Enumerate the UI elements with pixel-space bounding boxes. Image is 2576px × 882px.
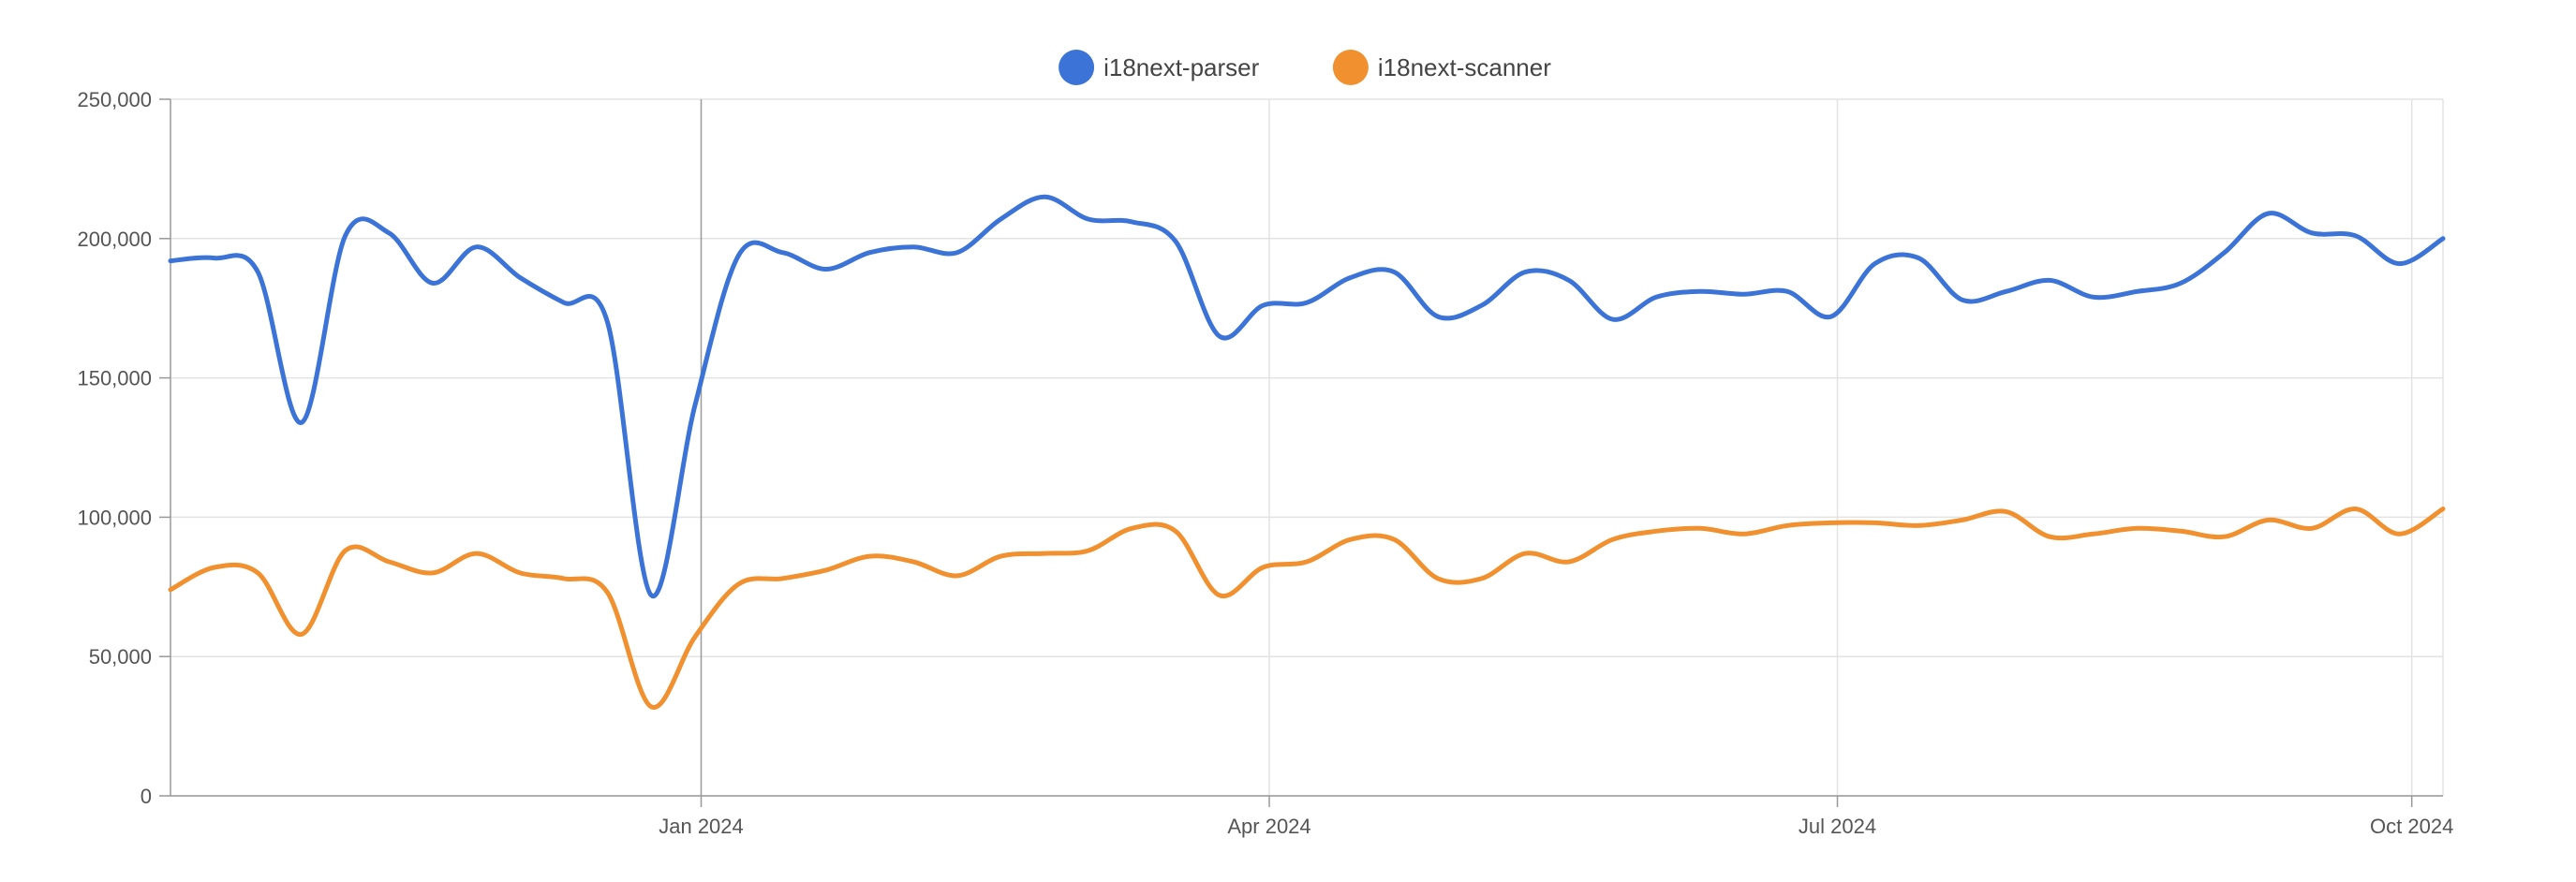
y-tick-label: 100,000 [77, 506, 152, 529]
gridlines [170, 98, 2444, 797]
y-tick-label: 200,000 [77, 228, 152, 251]
legend-label: i18next-scanner [1378, 53, 1551, 81]
legend-item-i18next-scanner[interactable]: i18next-scanner [1332, 50, 1551, 85]
legend-label: i18next-parser [1103, 53, 1260, 81]
y-tick-label: 0 [141, 785, 152, 808]
x-tick-label: Jul 2024 [1799, 815, 1876, 838]
y-tick-label: 250,000 [77, 88, 152, 111]
series-line-i18next-parser[interactable] [168, 194, 2446, 599]
legend: i18next-parser i18next-scanner [1059, 50, 1551, 85]
x-tick-label: Jan 2024 [659, 815, 744, 838]
legend-item-i18next-parser[interactable]: i18next-parser [1059, 50, 1260, 85]
legend-swatch [1059, 50, 1095, 85]
series-line-i18next-scanner[interactable] [168, 507, 2446, 710]
y-tick-label: 50,000 [89, 645, 152, 669]
series-lines [168, 194, 2446, 710]
legend-swatch [1332, 50, 1369, 85]
y-tick-label: 150,000 [77, 367, 152, 390]
axes: 0 50,000 100,000 150,000 200,000 250,000 Jan 2… [77, 88, 2453, 838]
x-tick-label: Oct 2024 [2370, 815, 2453, 838]
x-tick-label: Apr 2024 [1227, 815, 1310, 838]
